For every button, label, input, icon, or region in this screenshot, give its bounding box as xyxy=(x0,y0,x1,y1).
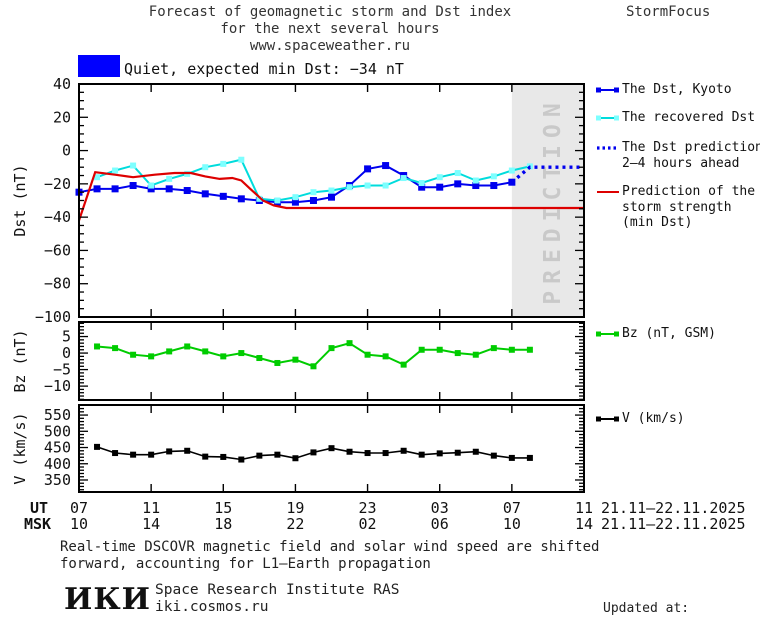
svg-text:06: 06 xyxy=(431,515,449,533)
recovered-dst-label: The recovered Dst xyxy=(622,110,756,125)
updated-at-block: Updated at: UT 07:05, 22.11.2025 MSK 10:… xyxy=(603,569,760,620)
dst-kyoto-label: The Dst, Kyoto xyxy=(622,82,732,97)
svg-text:21.11–22.11.2025: 21.11–22.11.2025 xyxy=(601,515,746,533)
storm-level-label: Quiet, expected min Dst: −34 nT xyxy=(124,60,404,78)
series-bz xyxy=(94,340,533,370)
storm-prediction-label-line1: Prediction of the xyxy=(622,184,756,199)
ytick-label: 550 xyxy=(44,406,71,424)
plot-frame xyxy=(78,83,585,318)
panel-bz: 50−5−10 Bz (nT) xyxy=(11,321,585,401)
footnote: Real-time DSCOVR magnetic field and sola… xyxy=(60,539,599,572)
svg-text:11: 11 xyxy=(575,499,593,517)
ylabel-dst: Dst (nT) xyxy=(11,164,29,236)
dst-prediction-label: The Dst prediction 2–4 hours ahead xyxy=(622,140,760,171)
ytick-label: −5 xyxy=(53,361,71,379)
svg-text:07: 07 xyxy=(70,499,88,517)
ytick-label: −40 xyxy=(44,208,71,226)
svg-text:03: 03 xyxy=(431,499,449,517)
updated-at-title: Updated at: xyxy=(603,601,690,616)
bz-swatch xyxy=(596,328,620,340)
org-site: iki.cosmos.ru xyxy=(155,599,269,615)
svg-text:10: 10 xyxy=(70,515,88,533)
svg-text:18: 18 xyxy=(214,515,232,533)
ytick-label: 40 xyxy=(53,75,71,93)
plot-frame xyxy=(78,404,585,493)
org-name: Space Research Institute RAS xyxy=(155,582,400,598)
ytick-label: 0 xyxy=(62,344,71,362)
bz-label: Bz (nT, GSM) xyxy=(622,326,716,341)
legend-item-dst-prediction: The Dst prediction 2–4 hours ahead xyxy=(596,140,760,171)
title-line-2: for the next several hours xyxy=(220,21,440,37)
series-dst-prediction xyxy=(510,165,584,184)
series-recovered xyxy=(94,156,533,204)
footnote-line2: forward, accounting for L1–Earth propaga… xyxy=(60,555,431,572)
svg-text:02: 02 xyxy=(359,515,377,533)
dst-prediction-swatch xyxy=(596,142,620,154)
svg-text:21.11–22.11.2025: 21.11–22.11.2025 xyxy=(601,499,746,517)
ytick-label: −10 xyxy=(44,377,71,395)
ytick-label: −60 xyxy=(44,241,71,259)
ytick-label: −100 xyxy=(35,308,71,326)
org-block: Space Research Institute RAS iki.cosmos.… xyxy=(155,582,399,616)
ytick-label: 450 xyxy=(44,439,71,457)
svg-text:15: 15 xyxy=(214,499,232,517)
series-v xyxy=(94,443,533,463)
plot-frame xyxy=(78,321,585,401)
storm-prediction-swatch xyxy=(596,186,620,198)
svg-text:22: 22 xyxy=(286,515,304,533)
ytick-label: 20 xyxy=(53,108,71,126)
svg-text:11: 11 xyxy=(142,499,160,517)
svg-text:14: 14 xyxy=(142,515,160,533)
ylabel-bz: Bz (nT) xyxy=(11,329,29,392)
panel-dst: PREDICTION 40 20 0 −20 −40 −60 −80 −100 Dst (nT) xyxy=(11,75,585,326)
storm-prediction-label-line3: (min Dst) xyxy=(622,215,693,230)
svg-text:23: 23 xyxy=(359,499,377,517)
svg-text:10: 10 xyxy=(503,515,521,533)
title-line-1: Forecast of geomagnetic storm and Dst in… xyxy=(148,4,512,20)
ylabel-v: V (km/s) xyxy=(11,412,29,484)
dst-prediction-label-line2: 2–4 hours ahead xyxy=(622,155,740,171)
legend-item-bz: Bz (nT, GSM) xyxy=(596,326,760,342)
page-title: Forecast of geomagnetic storm and Dst in… xyxy=(0,4,660,55)
svg-text:UT: UT xyxy=(30,499,48,517)
ytick-label: 5 xyxy=(62,328,71,346)
site-url: www.spaceweather.ru xyxy=(249,38,411,54)
ytick-label: 350 xyxy=(44,471,71,489)
svg-text:07: 07 xyxy=(503,499,521,517)
legend-item-v: V (km/s) xyxy=(596,411,760,427)
ytick-label: 500 xyxy=(44,422,71,440)
svg-text:MSK: MSK xyxy=(24,515,51,533)
ytick-label: −80 xyxy=(44,275,71,293)
ytick-label: −20 xyxy=(44,175,71,193)
legend-item-dst-kyoto: The Dst, Kyoto xyxy=(596,82,760,98)
storm-prediction-label-line2: storm strength xyxy=(622,199,732,215)
footnote-line1: Real-time DSCOVR magnetic field and sola… xyxy=(60,539,600,555)
legend-item-storm-prediction: Prediction of the storm strength (min Dst) xyxy=(596,184,760,231)
prediction-region xyxy=(511,85,583,316)
v-label: V (km/s) xyxy=(622,411,685,426)
series-storm-prediction xyxy=(77,170,584,221)
dst-prediction-label-line1: The Dst prediction xyxy=(622,140,760,155)
svg-text:14: 14 xyxy=(575,515,593,533)
storm-prediction-label: Prediction of the storm strength (min Dst) xyxy=(622,184,755,231)
v-swatch xyxy=(596,413,620,425)
brand-stormfocus: StormFocus xyxy=(626,4,711,20)
storm-level-box xyxy=(78,55,120,77)
iki-logo: ИКИ xyxy=(64,582,151,617)
ytick-label: 400 xyxy=(44,455,71,473)
ytick-label: 0 xyxy=(62,142,71,160)
prediction-watermark: PREDICTION xyxy=(540,96,566,304)
recovered-dst-swatch xyxy=(596,112,620,124)
dst-kyoto-swatch xyxy=(596,84,620,96)
legend-item-recovered-dst: The recovered Dst xyxy=(596,110,760,126)
svg-text:19: 19 xyxy=(286,499,304,517)
